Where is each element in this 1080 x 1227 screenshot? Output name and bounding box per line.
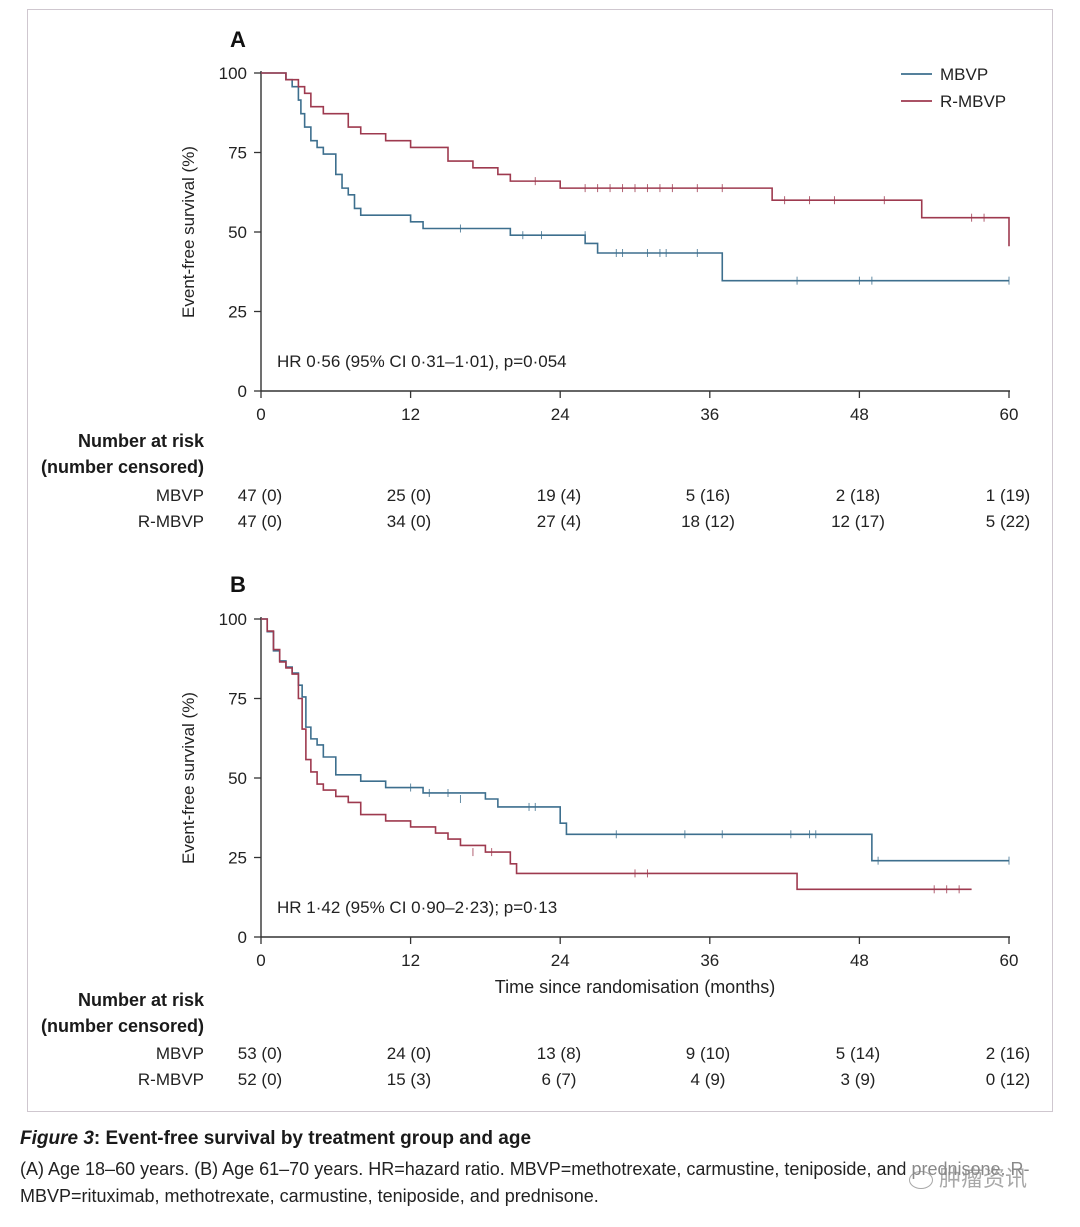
- risk-table: Number at risk (number censored) MBVP 53 (0…: [41, 990, 1030, 1089]
- risk-value: 52 (0): [238, 1070, 282, 1089]
- risk-table-header: Number at risk: [78, 431, 205, 451]
- risk-table: Number at risk (number censored) MBVP 47 (0…: [41, 431, 1030, 531]
- risk-value: 4 (9): [691, 1070, 726, 1089]
- risk-value: 25 (0): [387, 486, 431, 505]
- risk-value: 1 (19): [986, 486, 1030, 505]
- x-tick-label: 24: [551, 951, 570, 970]
- y-tick-label: 50: [228, 769, 247, 788]
- y-axis-label: Event-free survival (%): [179, 692, 198, 864]
- wechat-icon: [909, 1171, 933, 1190]
- y-tick-label: 25: [228, 849, 247, 868]
- risk-value: 34 (0): [387, 512, 431, 531]
- legend-entry: MBVP: [940, 65, 988, 84]
- risk-row-label: R-MBVP: [138, 1070, 204, 1089]
- panel-b: B 0 25 50 75 100 0 12 24 36 48 60 Event-free surviva…: [41, 572, 1030, 1089]
- risk-value: 15 (3): [387, 1070, 431, 1089]
- series-r-mbvp: [261, 72, 1010, 247]
- risk-row-label: MBVP: [156, 1044, 204, 1063]
- figure-caption: Figure 3: Event-free survival by treatme…: [20, 1128, 1060, 1210]
- risk-table-subheader: (number censored): [41, 457, 204, 477]
- panel-label: B: [230, 572, 246, 597]
- risk-row-label: MBVP: [156, 486, 204, 505]
- survival-figure: A 0 25 50 75 100 0 12 24 36 48 60 Event-free surviva…: [41, 27, 1030, 1089]
- x-tick-label: 12: [401, 951, 420, 970]
- x-tick-label: 0: [256, 951, 265, 970]
- risk-table-header: Number at risk: [78, 990, 205, 1010]
- legend: MBVP R-MBVP: [901, 65, 1006, 111]
- hazard-ratio-annotation: HR 0·56 (95% CI 0·31–1·01), p=0·054: [277, 352, 567, 371]
- risk-value: 13 (8): [537, 1044, 581, 1063]
- y-tick-label: 0: [238, 928, 247, 947]
- series-r-mbvp: [261, 618, 972, 894]
- series-mbvp: [261, 618, 1010, 865]
- x-axis-label: Time since randomisation (months): [495, 977, 775, 997]
- risk-value: 0 (12): [986, 1070, 1030, 1089]
- risk-value: 5 (14): [836, 1044, 880, 1063]
- x-tick-label: 36: [700, 405, 719, 424]
- risk-table-subheader: (number censored): [41, 1016, 204, 1036]
- x-tick-label: 60: [1000, 951, 1019, 970]
- risk-value: 18 (12): [681, 512, 735, 531]
- risk-value: 24 (0): [387, 1044, 431, 1063]
- x-tick-label: 12: [401, 405, 420, 424]
- panel-a: A 0 25 50 75 100 0 12 24 36 48 60 Event-free surviva…: [41, 27, 1030, 531]
- survival-curve-r-mbvp: [261, 72, 1010, 247]
- risk-value: 2 (16): [986, 1044, 1030, 1063]
- panel-label: A: [230, 27, 246, 52]
- x-tick-label: 48: [850, 405, 869, 424]
- caption-title-text: : Event-free survival by treatment group…: [93, 1128, 532, 1149]
- watermark-text: 肿瘤资讯: [939, 1166, 1028, 1191]
- risk-value: 47 (0): [238, 512, 282, 531]
- figure-frame: [27, 9, 1053, 1112]
- risk-value: 53 (0): [238, 1044, 282, 1063]
- risk-row-label: R-MBVP: [138, 512, 204, 531]
- x-tick-label: 60: [1000, 405, 1019, 424]
- risk-value: 47 (0): [238, 486, 282, 505]
- risk-value: 5 (16): [686, 486, 730, 505]
- watermark: 肿瘤资讯: [905, 1161, 1032, 1193]
- risk-value: 6 (7): [542, 1070, 577, 1089]
- caption-title: Figure 3: Event-free survival by treatme…: [20, 1128, 1060, 1150]
- x-tick-label: 24: [551, 405, 570, 424]
- risk-value: 27 (4): [537, 512, 581, 531]
- risk-value: 9 (10): [686, 1044, 730, 1063]
- y-tick-label: 75: [228, 144, 247, 163]
- y-tick-label: 100: [219, 64, 247, 83]
- risk-value: 5 (22): [986, 512, 1030, 531]
- hazard-ratio-annotation: HR 1·42 (95% CI 0·90–2·23); p=0·13: [277, 898, 557, 917]
- caption-body: (A) Age 18–60 years. (B) Age 61–70 years…: [20, 1159, 1030, 1206]
- series-mbvp: [261, 72, 1010, 285]
- y-tick-label: 75: [228, 690, 247, 709]
- y-tick-label: 25: [228, 303, 247, 322]
- y-tick-label: 0: [238, 382, 247, 401]
- x-tick-label: 36: [700, 951, 719, 970]
- survival-curve-r-mbvp: [261, 618, 972, 891]
- legend-entry: R-MBVP: [940, 92, 1006, 111]
- caption-figure-label: Figure 3: [20, 1128, 94, 1149]
- risk-value: 19 (4): [537, 486, 581, 505]
- y-tick-label: 50: [228, 223, 247, 242]
- y-tick-label: 100: [219, 610, 247, 629]
- y-axis-label: Event-free survival (%): [179, 146, 198, 318]
- survival-curve-mbvp: [261, 618, 1009, 862]
- risk-value: 2 (18): [836, 486, 880, 505]
- risk-value: 3 (9): [841, 1070, 876, 1089]
- x-tick-label: 0: [256, 405, 265, 424]
- x-tick-label: 48: [850, 951, 869, 970]
- risk-value: 12 (17): [831, 512, 885, 531]
- survival-curve-mbvp: [261, 72, 1009, 282]
